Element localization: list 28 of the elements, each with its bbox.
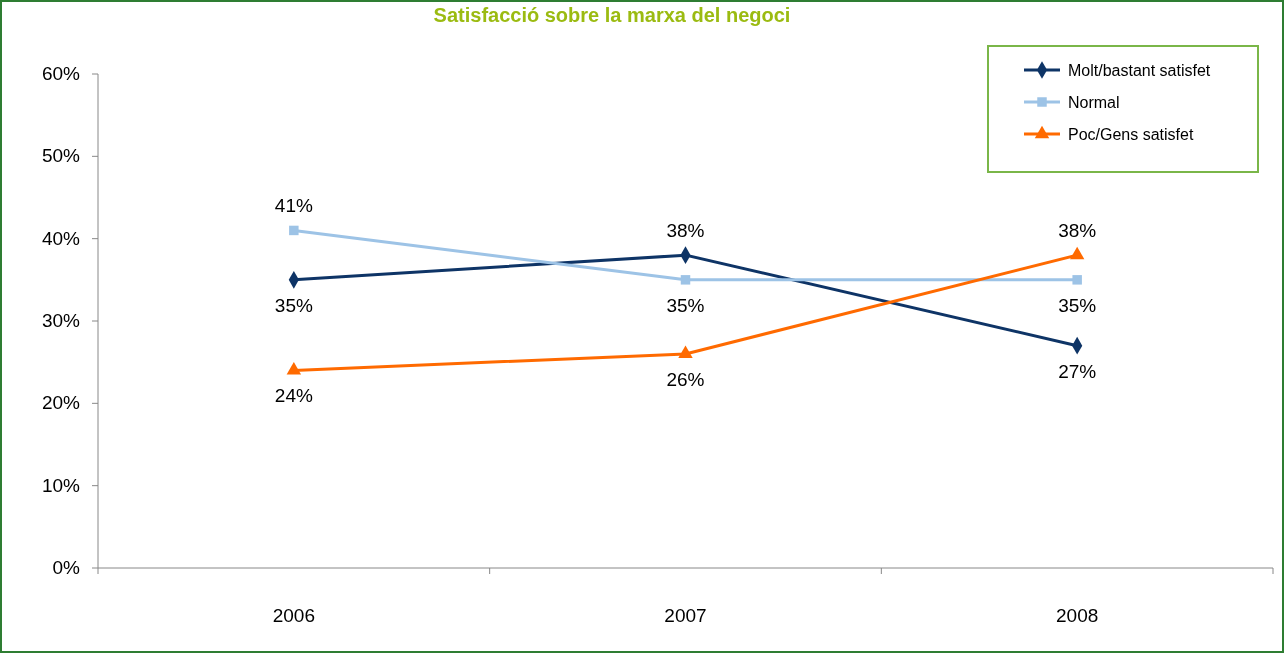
point [286, 362, 302, 375]
point [678, 345, 693, 359]
point [289, 225, 299, 236]
x-tick-label: 2007 [664, 605, 707, 626]
chart-title: Satisfacció sobre la marxa del negoci [433, 4, 791, 26]
legend-label: Normal [1068, 94, 1120, 111]
y-tick-label: 20% [41, 392, 81, 414]
legend-label: Molt/bastant satisfet [1068, 62, 1211, 79]
data-label: 35% [666, 294, 705, 316]
data-label: 35% [1058, 294, 1097, 316]
x-tick-label: 2008 [1056, 605, 1099, 626]
point [1072, 275, 1082, 285]
y-tick-label: 10% [41, 474, 81, 496]
legend-label: Poc/Gens satisfet [1068, 126, 1194, 143]
data-label: 41% [274, 195, 313, 217]
data-label: 26% [666, 368, 705, 390]
data-label: 38% [666, 220, 705, 242]
y-tick-label: 0% [52, 557, 81, 578]
point [680, 275, 691, 285]
data-label: 27% [1058, 360, 1097, 382]
data-label: 24% [274, 385, 313, 407]
data-label: 38% [1058, 220, 1097, 242]
data-label: 35% [274, 294, 313, 316]
y-tick-label: 60% [41, 63, 81, 84]
y-tick-label: 30% [41, 310, 81, 331]
y-tick-label: 40% [41, 227, 81, 249]
x-tick-label: 2006 [272, 605, 315, 626]
y-tick-label: 50% [41, 145, 81, 167]
